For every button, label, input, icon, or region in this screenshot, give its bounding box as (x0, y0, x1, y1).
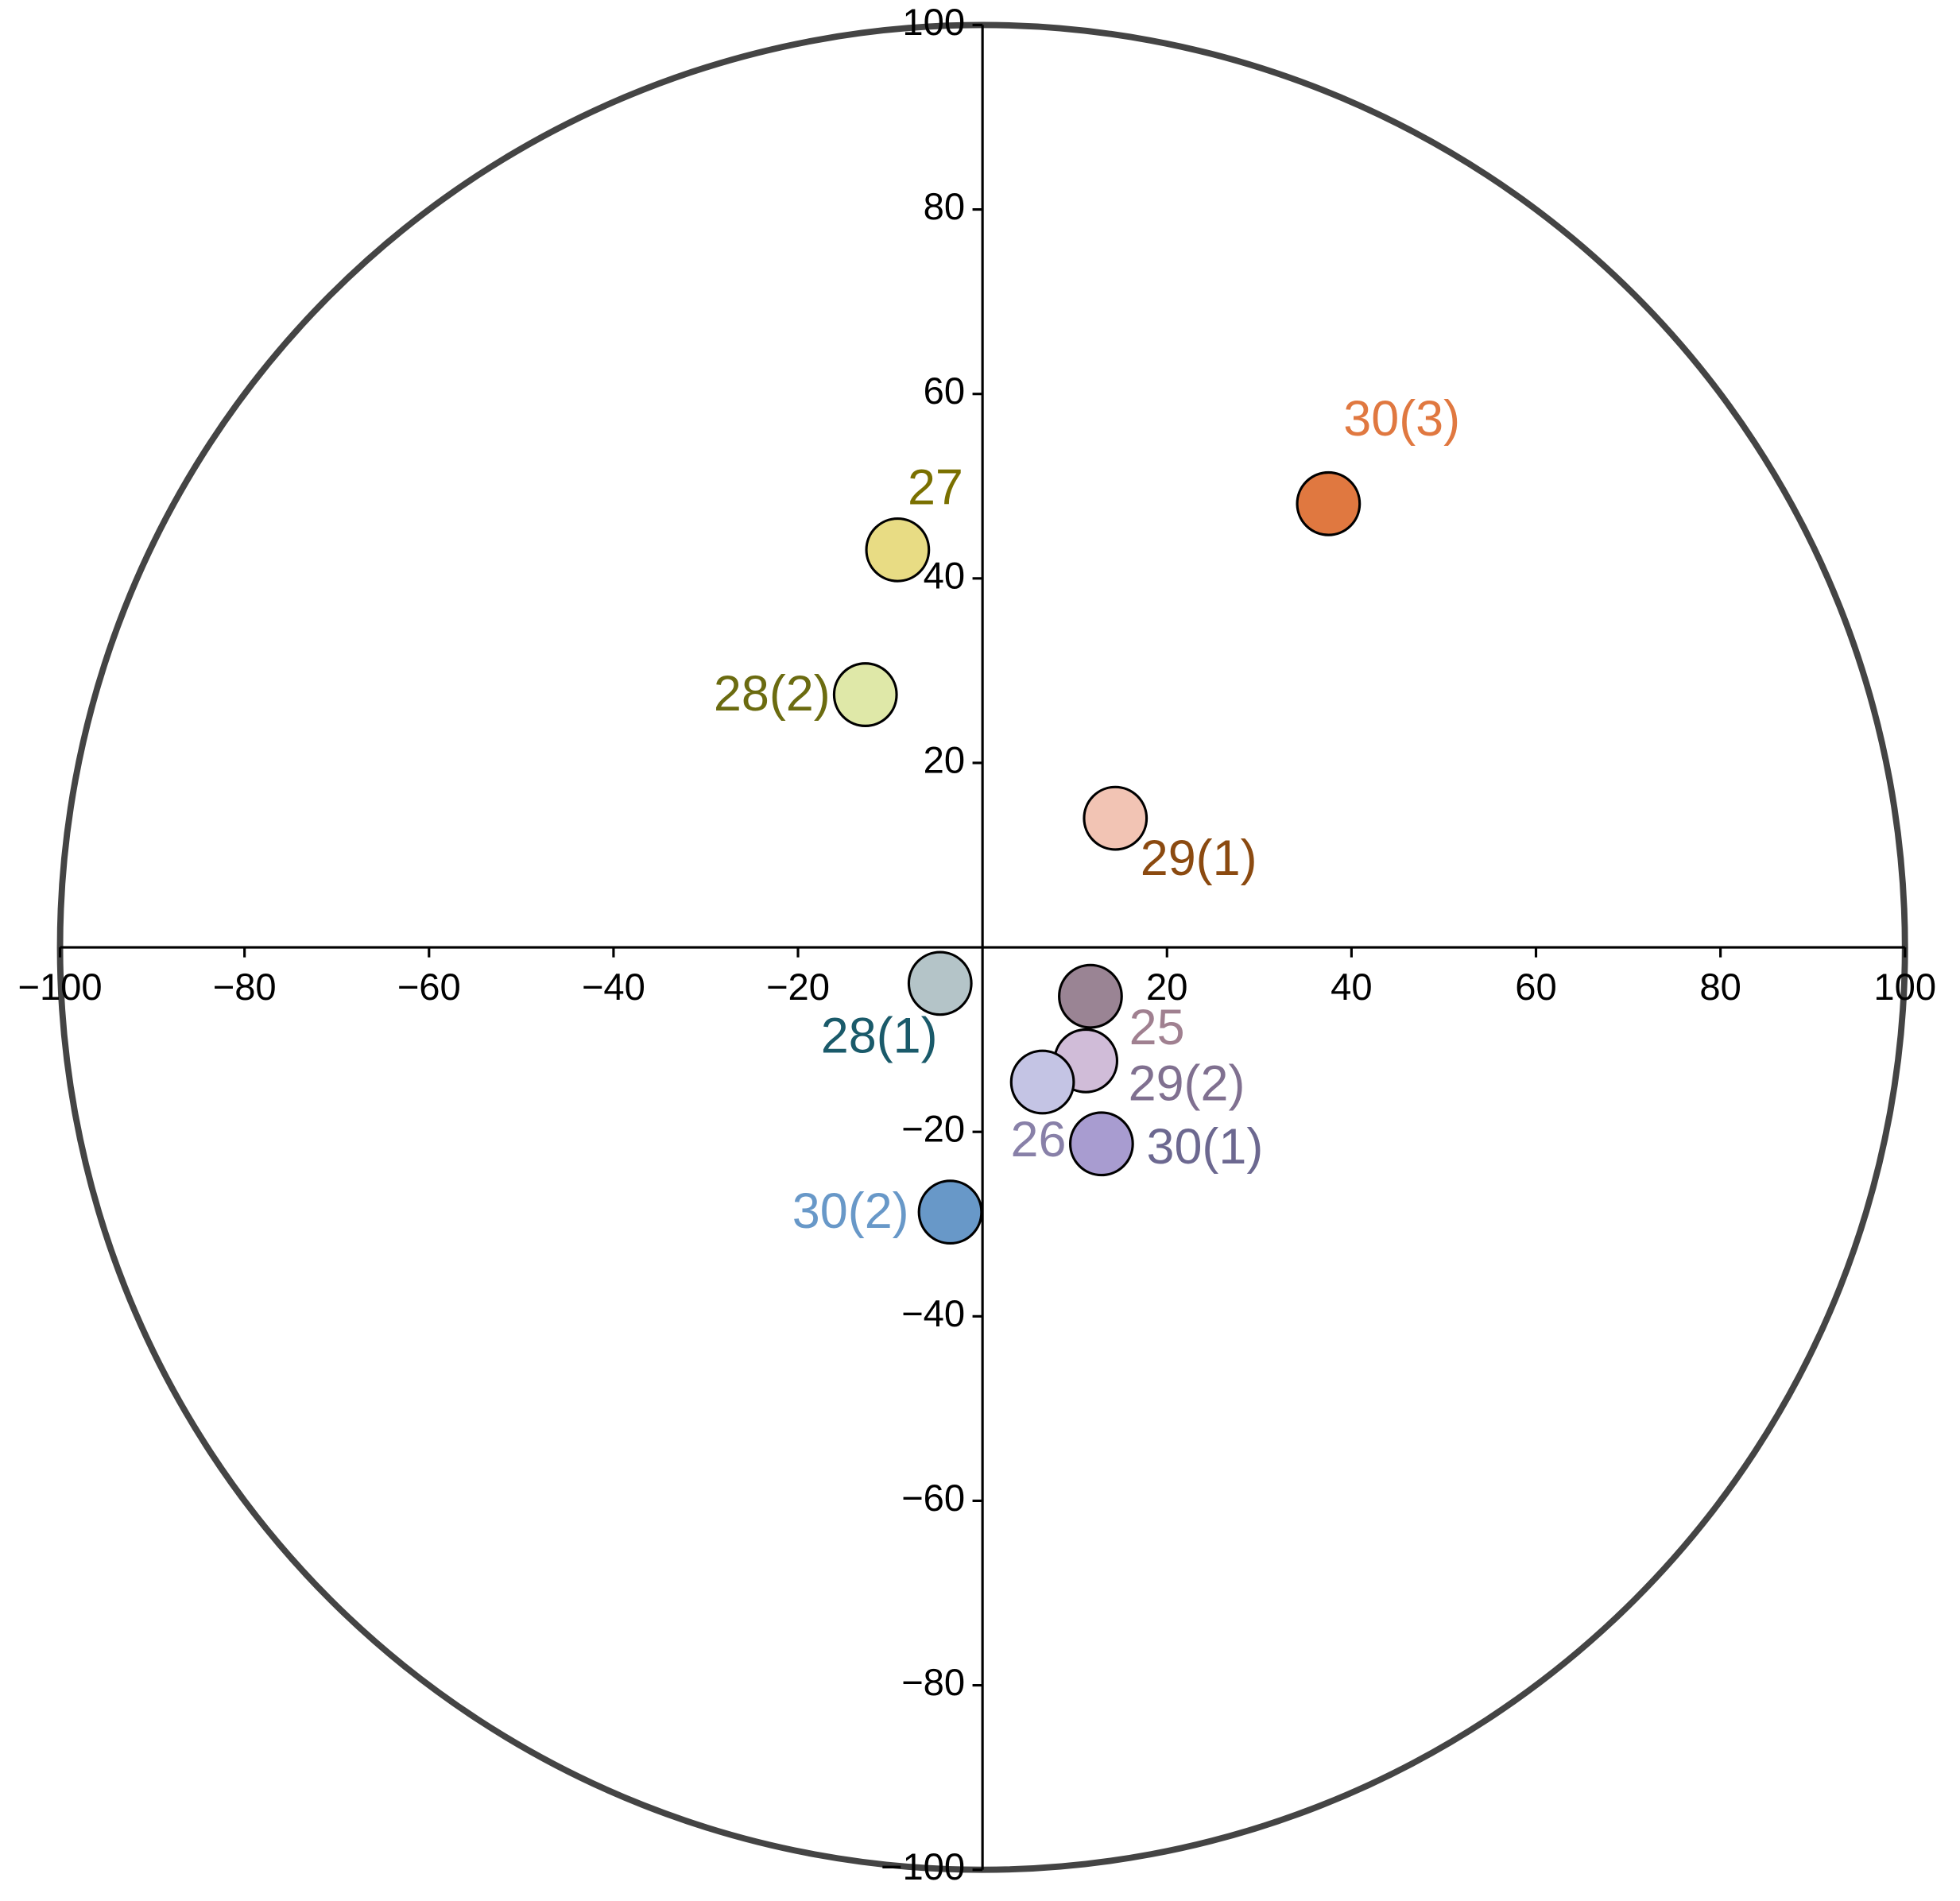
x-tick-label: 100 (1873, 966, 1936, 1008)
point (1009, 1049, 1075, 1115)
x-tick-label: 60 (1515, 966, 1556, 1008)
point-label: 30(1) (1146, 1119, 1263, 1175)
point-label: 28(2) (714, 666, 831, 722)
y-tick-label: 60 (924, 370, 965, 412)
point-label: 29(1) (1141, 830, 1257, 886)
point-label: 28(1) (821, 1009, 938, 1064)
point (832, 662, 898, 727)
x-tick-label: 20 (1146, 966, 1187, 1008)
point (1296, 470, 1362, 536)
point (1068, 1111, 1134, 1177)
y-tick-label: 20 (924, 738, 965, 780)
x-tick-label: −60 (397, 966, 461, 1008)
point (917, 1179, 983, 1245)
y-tick-label: −80 (901, 1661, 965, 1703)
point-label: 30(2) (792, 1183, 909, 1239)
y-tick-label: 40 (924, 554, 965, 596)
point (1058, 963, 1123, 1029)
point (907, 951, 973, 1016)
x-tick-label: −100 (17, 966, 102, 1008)
y-tick-label: −100 (881, 1845, 965, 1887)
x-tick-label: −40 (582, 966, 645, 1008)
point-label: 27 (908, 460, 963, 516)
y-tick-label: 80 (924, 185, 965, 227)
x-tick-label: −20 (766, 966, 830, 1008)
y-tick-label: 100 (902, 1, 965, 43)
x-tick-label: 80 (1699, 966, 1741, 1008)
point (865, 517, 931, 583)
x-tick-label: −80 (213, 966, 277, 1008)
point-label: 26 (1010, 1112, 1066, 1167)
y-tick-label: −60 (901, 1477, 965, 1519)
point-label: 25 (1129, 1000, 1185, 1055)
point-label: 29(2) (1129, 1055, 1245, 1111)
point-label: 30(3) (1343, 391, 1460, 447)
x-tick-label: 40 (1331, 966, 1372, 1008)
y-tick-label: −20 (901, 1108, 965, 1150)
y-tick-label: −40 (901, 1292, 965, 1334)
point (1083, 785, 1148, 851)
